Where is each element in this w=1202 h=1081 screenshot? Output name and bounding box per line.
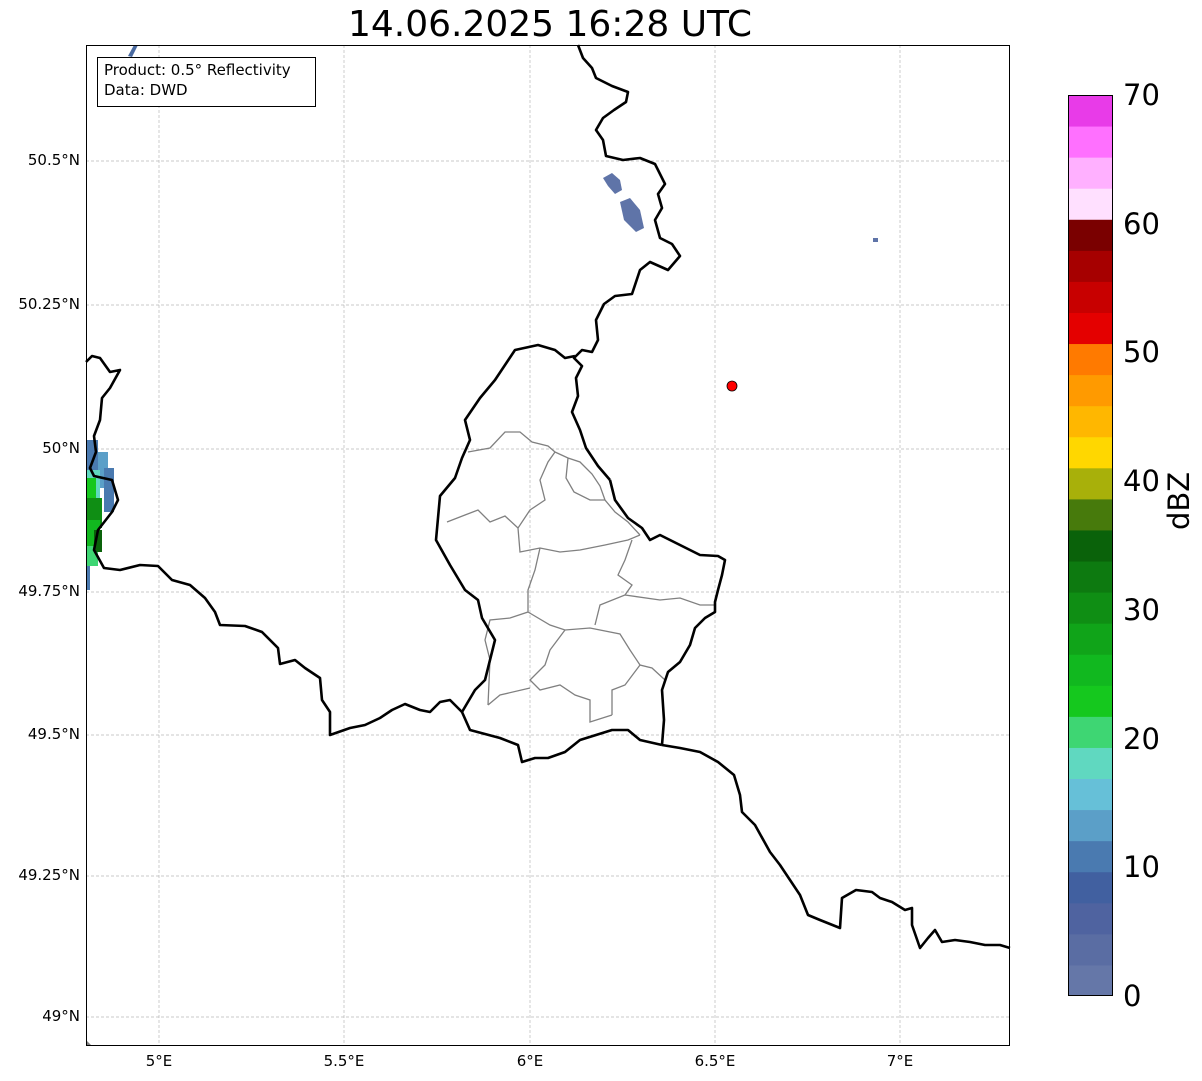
colorbar-segment <box>1068 809 1113 842</box>
echo-west-cluster <box>86 440 114 590</box>
border-france-germany <box>661 743 1011 950</box>
colorbar-segment <box>1068 405 1113 438</box>
x-tick-label: 5°E <box>145 1052 173 1070</box>
info-box: Product: 0.5° Reflectivity Data: DWD <box>97 57 316 107</box>
x-tick-label: 7°E <box>886 1052 914 1070</box>
border-belgium-germany <box>570 44 682 481</box>
echo-north <box>603 173 622 194</box>
map-frame <box>86 45 1010 1046</box>
colorbar-segment <box>1068 529 1113 562</box>
district-boundaries <box>446 431 715 723</box>
colorbar-segment <box>1068 498 1113 531</box>
colorbar-segment <box>1068 623 1113 655</box>
echo-top-edge <box>128 45 138 57</box>
station-marker <box>726 380 738 392</box>
colorbar-segment <box>1068 716 1113 748</box>
colorbar-tick-label: 30 <box>1123 592 1160 627</box>
y-tick-label: 49.5°N <box>27 725 80 743</box>
colorbar-segment <box>1068 902 1113 935</box>
colorbar-tick-label: 40 <box>1123 464 1160 499</box>
y-tick-label: 49°N <box>42 1007 80 1025</box>
x-tick-label: 6°E <box>516 1052 544 1070</box>
colorbar-segment <box>1068 157 1113 189</box>
gridlines <box>86 45 1010 1046</box>
colorbar-segment <box>1068 964 1113 996</box>
colorbar-segment <box>1068 871 1113 904</box>
colorbar-segment <box>1068 685 1113 717</box>
country-borders <box>85 44 1011 950</box>
colorbar-tick-label: 50 <box>1123 335 1160 370</box>
colorbar <box>1068 95 1113 996</box>
colorbar-label: dBZ <box>1162 471 1196 530</box>
colorbar-segment <box>1068 188 1113 220</box>
colorbar-segment <box>1068 374 1113 407</box>
colorbar-segment <box>1068 312 1113 345</box>
radar-echoes <box>86 45 878 590</box>
colorbar-segment <box>1068 436 1113 469</box>
colorbar-tick-label: 60 <box>1123 206 1160 241</box>
colorbar-tick-label: 0 <box>1123 979 1142 1013</box>
colorbar-segment <box>1068 467 1113 500</box>
colorbar-segment <box>1068 126 1113 158</box>
data-source-label: Data: DWD <box>104 81 188 99</box>
colorbar-tick-label: 10 <box>1123 850 1160 885</box>
colorbar-tick-label: 20 <box>1123 721 1160 756</box>
y-tick-label: 50°N <box>42 439 80 457</box>
colorbar-segment <box>1068 219 1113 251</box>
colorbar-segment <box>1068 778 1113 811</box>
y-tick-label: 50.25°N <box>18 295 80 313</box>
echo-east-speck <box>873 238 878 242</box>
echo-north-2 <box>620 198 644 232</box>
colorbar-segments <box>1068 95 1113 996</box>
x-tick-label: 5.5°E <box>323 1052 365 1070</box>
y-tick-label: 50.5°N <box>27 151 80 169</box>
colorbar-segment <box>1068 933 1113 966</box>
colorbar-segment <box>1068 343 1113 376</box>
border-belgium-france <box>85 354 463 737</box>
colorbar-segment <box>1068 840 1113 873</box>
product-label: Product: 0.5° Reflectivity <box>104 61 291 79</box>
colorbar-tick-label: 70 <box>1123 78 1160 112</box>
x-tick-label: 6.5°E <box>694 1052 736 1070</box>
colorbar-segment <box>1068 561 1113 593</box>
y-tick-label: 49.75°N <box>18 582 80 600</box>
map-title: 14.06.2025 16:28 UTC <box>347 4 753 45</box>
colorbar-segment <box>1068 592 1113 624</box>
colorbar-segment <box>1068 654 1113 686</box>
echo-corner-fragment <box>86 1040 92 1046</box>
colorbar-segment <box>1068 95 1113 127</box>
border-luxembourg <box>434 343 727 764</box>
colorbar-segment <box>1068 250 1113 282</box>
colorbar-segment <box>1068 747 1113 780</box>
y-tick-label: 49.25°N <box>18 866 80 884</box>
colorbar-segment <box>1068 281 1113 313</box>
